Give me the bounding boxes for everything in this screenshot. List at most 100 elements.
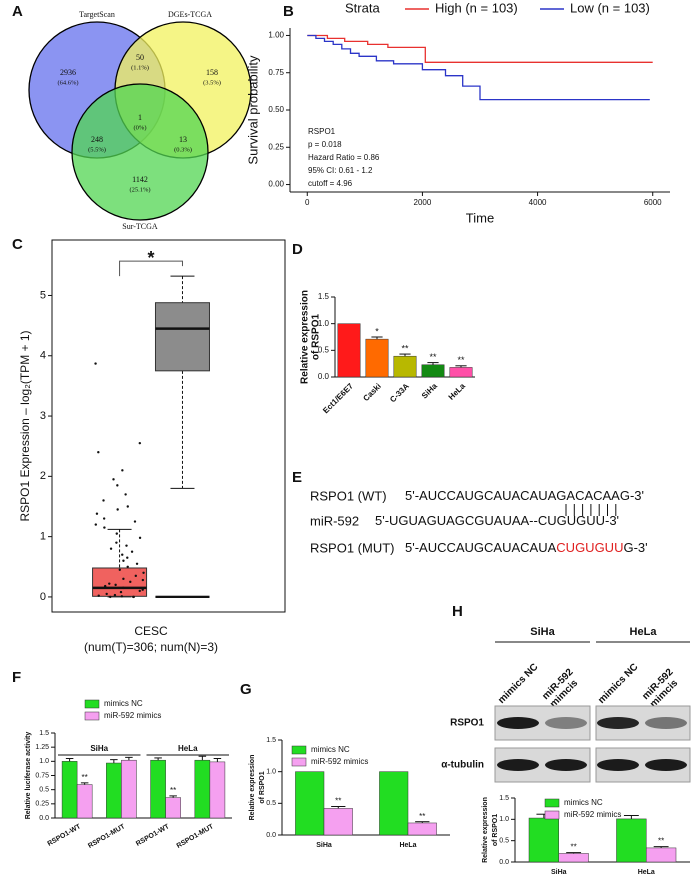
sequence-name: RSPO1 (WT) <box>310 488 387 503</box>
bar <box>61 761 78 819</box>
y-tick-label: 5 <box>40 289 46 301</box>
y-tick-label: 0.0 <box>39 815 49 822</box>
annotation: p = 0.018 <box>308 140 342 149</box>
point <box>116 484 119 487</box>
y-axis-label: Relative expression <box>300 290 311 384</box>
x-tick-label: Caski <box>361 382 382 403</box>
y-tick-label: 1.25 <box>35 744 49 751</box>
group-label: HeLa <box>178 744 198 753</box>
group-label: SiHa <box>90 744 108 753</box>
panel-label: H <box>452 603 463 620</box>
bar <box>194 759 211 819</box>
venn-count: 158 <box>206 68 218 77</box>
point <box>135 562 139 565</box>
significance: ** <box>335 797 341 806</box>
bar <box>449 367 473 378</box>
point <box>142 571 145 575</box>
point <box>113 593 117 597</box>
legend-label: miR-592 mimics <box>311 757 368 766</box>
y-tick-label: 0.75 <box>268 68 284 77</box>
point <box>94 523 98 526</box>
legend-label: High (n = 103) <box>435 0 518 15</box>
point <box>108 582 111 585</box>
blot-band <box>497 717 539 729</box>
significance: * <box>375 326 379 336</box>
bar <box>337 323 361 378</box>
sequence-name: miR-592 <box>310 513 359 528</box>
box <box>92 567 148 597</box>
survival-curve <box>307 34 650 101</box>
venn-percent: (1.1%) <box>131 64 149 71</box>
blot-band <box>645 759 687 771</box>
point <box>125 544 128 547</box>
panel-label: C <box>12 236 23 253</box>
sequence-part: 5'-UGUAGUAGCGUAUAA--CUGUGUU-3' <box>375 513 619 528</box>
bar <box>365 338 389 378</box>
point <box>115 541 118 544</box>
significance: ** <box>457 355 465 365</box>
y-tick-label: 0.0 <box>499 859 509 866</box>
y-tick-label: 0.5 <box>266 800 276 807</box>
sequence-part: G-3' <box>623 540 647 555</box>
y-tick-label: 0.5 <box>39 787 49 794</box>
y-tick-label: 0.25 <box>35 801 49 808</box>
x-tick-label: SiHa <box>316 842 332 849</box>
venn-count: 1142 <box>132 175 148 184</box>
legend-label: miR-592 mimics <box>564 810 621 819</box>
point <box>119 590 123 594</box>
x-tick-label: HeLa <box>638 869 655 876</box>
point <box>121 469 124 472</box>
point <box>141 588 144 591</box>
legend-label: mimics NC <box>104 699 143 708</box>
x-tick-label: 0 <box>305 198 310 207</box>
venn-count: 248 <box>91 135 103 144</box>
significance: ** <box>429 352 437 362</box>
box <box>154 302 210 372</box>
y-axis-label: of RSPO1 <box>311 314 322 361</box>
venn-count: 2936 <box>60 68 76 77</box>
sequence: 5'-UGUAGUAGCGUAUAA--CUGUGUU-3' <box>375 513 619 528</box>
bar <box>421 364 445 378</box>
bar <box>323 808 353 836</box>
y-tick-label: 1.5 <box>499 795 509 802</box>
point <box>122 559 125 562</box>
y-tick-label: 1.0 <box>318 319 330 328</box>
venn-percent: (5.5%) <box>88 146 106 153</box>
point <box>130 550 134 553</box>
y-tick-label: 0.00 <box>268 180 284 189</box>
significance: ** <box>82 773 88 782</box>
y-tick-label: 2 <box>40 470 46 482</box>
panel-label: A <box>12 3 23 20</box>
y-tick-label: 0 <box>40 591 46 603</box>
venn-percent: (64.6%) <box>57 79 78 86</box>
y-axis-label: RSPO1 Expression – log₂(TPM + 1) <box>18 330 32 521</box>
point <box>121 553 124 556</box>
point <box>133 520 137 523</box>
point <box>116 508 119 511</box>
significance-bracket <box>119 260 183 277</box>
y-tick-label: 0.75 <box>35 772 49 779</box>
point <box>132 595 135 599</box>
x-tick-label: 2000 <box>414 198 432 207</box>
y-tick-label: 1.5 <box>318 292 330 301</box>
annotation: 95% CI: 0.61 - 1.2 <box>308 166 373 175</box>
x-tick-label: HeLa <box>447 381 468 402</box>
point <box>109 547 113 550</box>
y-tick-label: 1 <box>40 531 46 543</box>
sequence-name: RSPO1 (MUT) <box>310 540 395 555</box>
legend-label: mimics NC <box>564 798 603 807</box>
bar <box>209 761 226 819</box>
bar <box>407 822 437 836</box>
point <box>120 595 124 598</box>
point <box>102 517 106 520</box>
y-axis-label: of RSPO1 <box>492 814 499 846</box>
legend-swatch <box>291 757 307 767</box>
y-tick-label: 0.50 <box>268 105 284 114</box>
annotation: Hazard Ratio = 0.86 <box>308 153 380 162</box>
y-tick-label: 0.5 <box>318 345 330 354</box>
point <box>114 583 117 587</box>
y-tick-label: 3 <box>40 410 46 422</box>
venn-set-label: DGEs-TCGA <box>168 10 212 19</box>
annotation: RSPO1 <box>308 127 336 136</box>
